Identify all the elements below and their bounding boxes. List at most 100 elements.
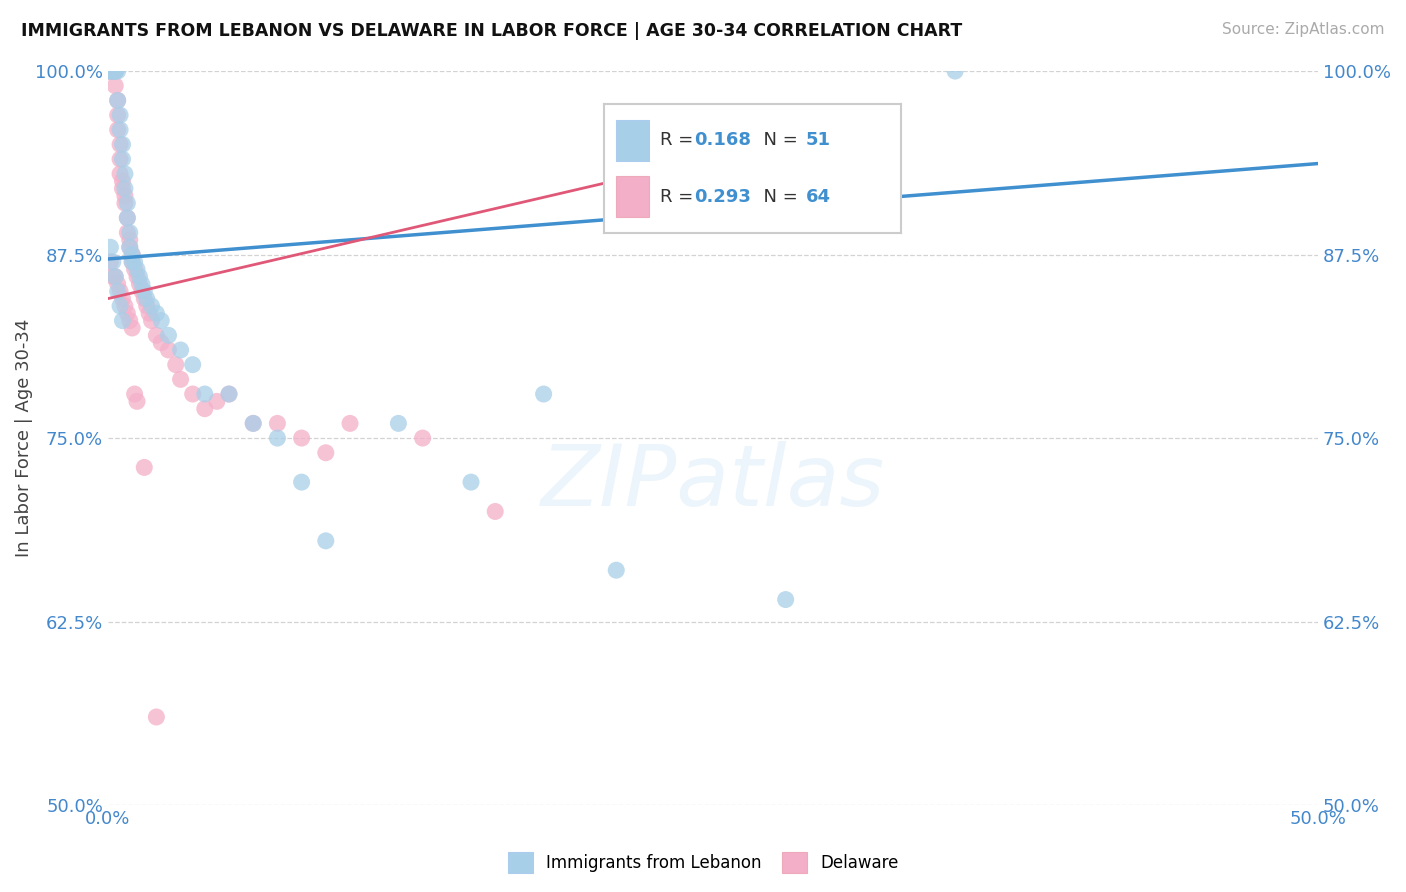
Point bbox=[117, 306, 139, 320]
Point bbox=[775, 592, 797, 607]
Point bbox=[101, 269, 124, 284]
Point bbox=[118, 233, 141, 247]
Point bbox=[107, 94, 129, 108]
Point bbox=[100, 64, 122, 78]
Point bbox=[141, 299, 163, 313]
Point bbox=[114, 189, 136, 203]
Point bbox=[117, 226, 139, 240]
Point bbox=[943, 64, 966, 78]
Point bbox=[605, 563, 627, 577]
Point bbox=[145, 328, 167, 343]
Point bbox=[315, 533, 337, 548]
Point bbox=[104, 64, 127, 78]
Point bbox=[124, 255, 146, 269]
Point bbox=[484, 504, 506, 518]
Point bbox=[101, 255, 124, 269]
Point bbox=[100, 64, 122, 78]
Point bbox=[169, 372, 191, 386]
Point bbox=[108, 108, 131, 122]
Point bbox=[121, 247, 143, 261]
Point bbox=[121, 255, 143, 269]
Point bbox=[117, 196, 139, 211]
Point bbox=[107, 285, 129, 299]
Point bbox=[135, 292, 157, 306]
Point bbox=[114, 181, 136, 195]
Point bbox=[181, 387, 204, 401]
Point bbox=[111, 152, 134, 166]
Point bbox=[100, 240, 122, 254]
Point bbox=[104, 64, 127, 78]
Point bbox=[101, 64, 124, 78]
Point bbox=[118, 226, 141, 240]
Point bbox=[134, 460, 156, 475]
Text: IMMIGRANTS FROM LEBANON VS DELAWARE IN LABOR FORCE | AGE 30-34 CORRELATION CHART: IMMIGRANTS FROM LEBANON VS DELAWARE IN L… bbox=[21, 22, 962, 40]
Point bbox=[124, 387, 146, 401]
Y-axis label: In Labor Force | Age 30-34: In Labor Force | Age 30-34 bbox=[15, 318, 32, 558]
Point bbox=[125, 262, 148, 277]
Point bbox=[533, 387, 555, 401]
Point bbox=[315, 446, 337, 460]
Point bbox=[194, 401, 217, 416]
Point bbox=[242, 417, 264, 431]
Point bbox=[118, 240, 141, 254]
Point bbox=[121, 247, 143, 261]
Point bbox=[218, 387, 240, 401]
Point bbox=[181, 358, 204, 372]
Point bbox=[194, 387, 217, 401]
Point bbox=[134, 292, 156, 306]
Point bbox=[266, 417, 288, 431]
Point bbox=[101, 64, 124, 78]
Point bbox=[108, 285, 131, 299]
Point bbox=[135, 299, 157, 313]
Point bbox=[107, 122, 129, 136]
Point bbox=[111, 292, 134, 306]
Point bbox=[108, 122, 131, 136]
Point bbox=[108, 152, 131, 166]
Point bbox=[387, 417, 409, 431]
Point bbox=[104, 64, 127, 78]
Point bbox=[100, 64, 122, 78]
Point bbox=[101, 64, 124, 78]
Point bbox=[128, 277, 150, 291]
Point bbox=[111, 313, 134, 327]
Point bbox=[101, 64, 124, 78]
Point bbox=[100, 64, 122, 78]
Point bbox=[104, 269, 127, 284]
Point bbox=[111, 181, 134, 195]
Point bbox=[118, 313, 141, 327]
Point bbox=[125, 269, 148, 284]
Point bbox=[100, 64, 122, 78]
Point bbox=[141, 313, 163, 327]
Point bbox=[104, 64, 127, 78]
Point bbox=[291, 431, 314, 445]
Point bbox=[118, 240, 141, 254]
Text: ZIPatlas: ZIPatlas bbox=[541, 441, 886, 524]
Point bbox=[104, 269, 127, 284]
Point bbox=[266, 431, 288, 445]
Point bbox=[100, 255, 122, 269]
Point bbox=[339, 417, 361, 431]
Legend: Immigrants from Lebanon, Delaware: Immigrants from Lebanon, Delaware bbox=[501, 846, 905, 880]
Point bbox=[104, 64, 127, 78]
Point bbox=[107, 108, 129, 122]
Point bbox=[124, 262, 146, 277]
Point bbox=[117, 211, 139, 225]
Point bbox=[114, 196, 136, 211]
Point bbox=[218, 387, 240, 401]
Point bbox=[104, 78, 127, 93]
Point bbox=[128, 269, 150, 284]
Point bbox=[114, 299, 136, 313]
Point bbox=[150, 313, 173, 327]
Point bbox=[111, 174, 134, 188]
Point bbox=[291, 475, 314, 489]
Point bbox=[121, 321, 143, 335]
Point bbox=[117, 211, 139, 225]
Point bbox=[157, 343, 180, 357]
Point bbox=[108, 167, 131, 181]
Point bbox=[108, 137, 131, 152]
Point bbox=[412, 431, 434, 445]
Point bbox=[205, 394, 228, 409]
Point bbox=[107, 64, 129, 78]
Point bbox=[157, 328, 180, 343]
Point bbox=[121, 255, 143, 269]
